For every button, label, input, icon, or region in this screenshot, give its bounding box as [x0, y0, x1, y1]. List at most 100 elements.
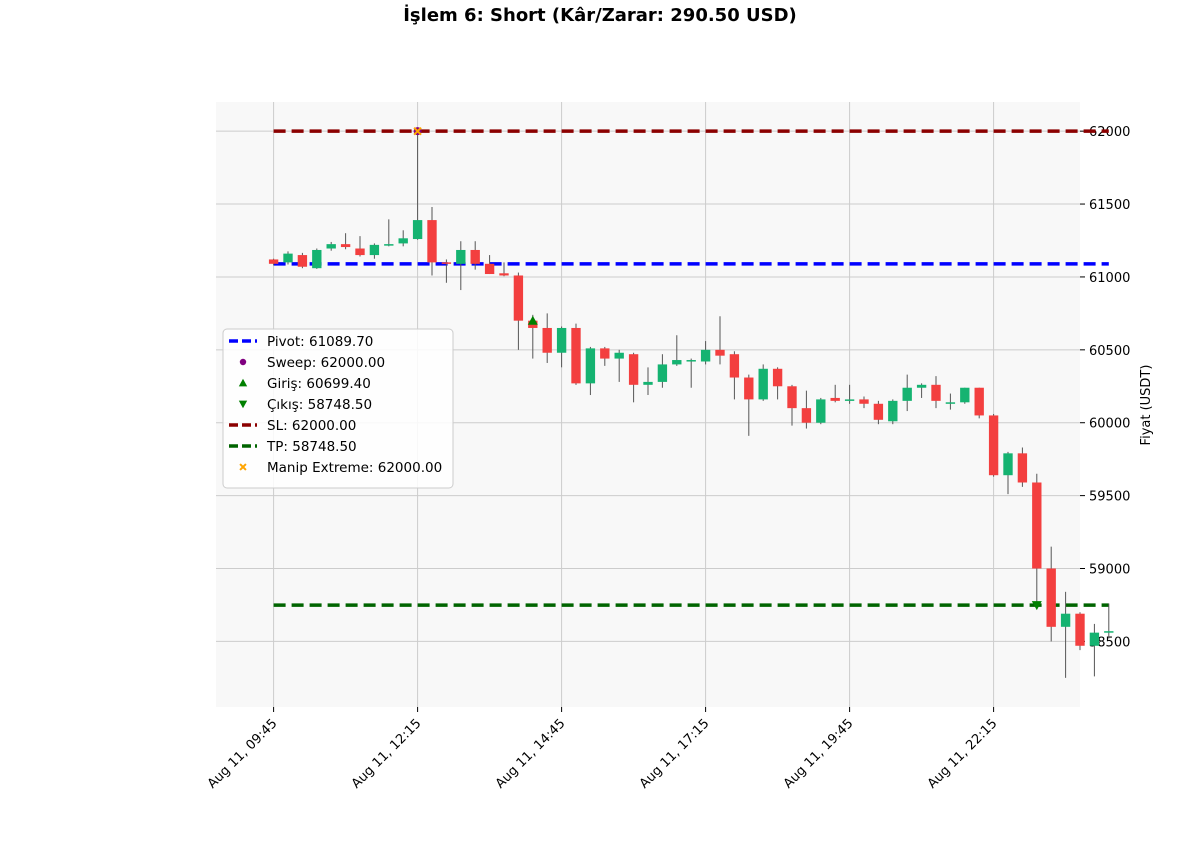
candle [1003, 451, 1013, 495]
level-lines [273, 129, 1109, 607]
x-tick-label: Aug 11, 19:45 [781, 716, 857, 792]
candle [470, 241, 480, 270]
candle [830, 384, 840, 403]
legend-item: Pivot: 61089.70 [229, 334, 373, 350]
candle [369, 243, 380, 259]
candle-body-up [816, 399, 826, 423]
candle-body-up [700, 349, 711, 362]
candle [1104, 603, 1114, 639]
y-tick-label: 60500 [1089, 344, 1130, 359]
y-tick-label: 61000 [1089, 271, 1130, 286]
candle [787, 384, 797, 426]
candle [412, 131, 423, 240]
candle-body-down [931, 384, 941, 401]
candle-body-down [470, 249, 480, 264]
candle [556, 326, 567, 368]
candle-body-up [312, 249, 322, 269]
legend-swatch-marker [238, 400, 248, 409]
candle [643, 367, 653, 396]
candle [729, 351, 740, 400]
candle-body-down [571, 327, 581, 384]
candle [628, 352, 639, 403]
candle [758, 364, 768, 401]
candle-body-down [974, 387, 984, 416]
candle [1089, 623, 1100, 677]
candle-body-up [960, 387, 970, 403]
candle [1046, 546, 1056, 642]
legend: Pivot: 61089.70 Sweep: 62000.00 Giriş: 606… [222, 328, 454, 489]
legend-swatch-marker [239, 463, 247, 471]
candle [772, 367, 783, 400]
candle [657, 354, 668, 388]
y-axis-label: Fiyat (USDT) [1139, 365, 1154, 446]
candle [974, 387, 984, 419]
candle-body-down [715, 349, 725, 356]
candle [1075, 612, 1085, 651]
x-tick-label: Aug 11, 17:15 [637, 716, 713, 792]
candle-body-down [744, 377, 754, 400]
y-tick-label: 60000 [1089, 417, 1130, 432]
candle [355, 236, 365, 257]
y-tick-label: 58500 [1089, 635, 1130, 650]
candle [960, 387, 970, 404]
candle [1017, 447, 1028, 487]
legend-item: Çıkış: 58748.50 [238, 397, 372, 413]
candle-body-down [542, 327, 552, 353]
legend-frame [222, 328, 454, 489]
candle [297, 252, 308, 269]
candle-body-down [499, 273, 509, 276]
candle [700, 341, 711, 365]
candle [398, 230, 408, 247]
candle-body-up [326, 244, 336, 249]
legend-item: Sweep: 62000.00 [239, 355, 385, 371]
candle-body-up [585, 348, 596, 384]
candle [513, 272, 524, 350]
candle [988, 413, 999, 477]
candle [1032, 473, 1042, 605]
candle-body-up [657, 364, 668, 382]
x-tick-label: Aug 11, 14:45 [493, 716, 569, 792]
candle [427, 206, 437, 276]
candle-body-down [441, 262, 452, 264]
candle [499, 262, 509, 277]
candle [268, 258, 279, 266]
candle [384, 219, 394, 247]
candle [873, 400, 884, 425]
candle-body-down [297, 255, 308, 267]
candle [816, 397, 826, 425]
candle [571, 323, 581, 385]
candle-body-down [988, 415, 999, 476]
candle [916, 383, 927, 398]
candle-body-up [283, 253, 293, 263]
candle-body-up [916, 384, 927, 388]
legend-swatch-marker [238, 378, 248, 387]
candle-body-up [556, 327, 567, 353]
legend-item: Giriş: 60699.40 [238, 376, 371, 392]
legend-item: TP: 58748.50 [229, 439, 357, 455]
candle-body-up [888, 400, 898, 422]
candle [844, 384, 855, 404]
candle-body-down [1017, 453, 1028, 483]
-k--marker [1031, 601, 1042, 611]
candle [686, 358, 696, 388]
candle-body-down [787, 386, 797, 409]
legend-item: SL: 62000.00 [229, 418, 356, 434]
candle [614, 349, 624, 382]
candle [931, 376, 941, 409]
candle-body-up [1104, 631, 1114, 633]
legend-label: SL: 62000.00 [267, 418, 356, 434]
candle [542, 313, 552, 363]
x-tick-label: Aug 11, 22:15 [925, 716, 1001, 792]
candle-body-down [1075, 613, 1085, 646]
candle [715, 316, 725, 365]
candle-body-up [672, 360, 682, 365]
candle-body-down [484, 263, 495, 275]
chart-title: İşlem 6: Short (Kâr/Zarar: 290.50 USD) [403, 5, 797, 26]
candles [268, 131, 1114, 678]
candle-body-down [1046, 568, 1056, 627]
candle-body-down [772, 368, 783, 387]
manip-extreme-marker-stroke [413, 126, 422, 136]
candle-body-down [513, 275, 524, 321]
candle [744, 374, 754, 436]
